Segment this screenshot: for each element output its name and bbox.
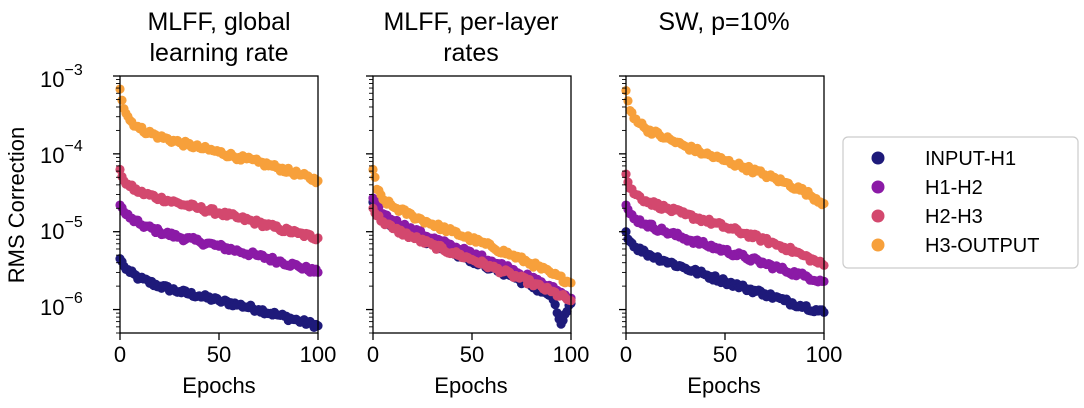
y-tick-label-1e-4: 10−4: [40, 138, 83, 168]
legend-marker-h1-h2: [871, 180, 885, 194]
p2-x-tick-label-0: 0: [367, 342, 379, 367]
panel-1-points: [115, 84, 323, 332]
legend-label-h3-output: H3-OUTPUT: [925, 235, 1039, 257]
legend-marker-h2-h3: [871, 209, 885, 223]
y-tick-label-1e-6: 10−6: [40, 290, 83, 320]
panel-3-points: [621, 85, 829, 317]
panel-3-yticks: [619, 75, 626, 334]
point-input-h1-epoch-92: [550, 300, 560, 310]
panel-2-xticks: [372, 333, 572, 340]
p3-x-tick-label-100: 100: [806, 342, 843, 367]
panel-1-xticks: [119, 333, 319, 340]
legend-label-h1-h2: H1-H2: [925, 177, 983, 199]
p2-x-tick-label-100: 100: [553, 342, 590, 367]
p1-x-tick-label-50: 50: [207, 342, 231, 367]
panel-1-title-line-1: MLFF, global: [147, 8, 290, 36]
y-tick-label-1e-3: 10−3: [40, 62, 83, 92]
panel-2-xlabel: Epochs: [434, 373, 507, 398]
legend-marker-input-h1: [871, 151, 885, 165]
panel-3-xticks: [625, 333, 825, 340]
panel-1: MLFF, global learning rate Epochs: [113, 8, 323, 398]
panel-1-title-line-2: learning rate: [150, 39, 289, 67]
legend: INPUT-H1 H1-H2 H2-H3 H3-OUTPUT: [842, 136, 1079, 269]
panel-2-yticks: [366, 75, 373, 334]
panel-3-xlabel: Epochs: [687, 373, 760, 398]
point-h3-output-epoch-1: [117, 95, 127, 105]
p3-x-tick-label-50: 50: [713, 342, 737, 367]
y-tick-label-1e-5: 10−5: [40, 214, 83, 244]
panel-3-title-line-1: SW, p=10%: [658, 8, 789, 36]
legend-label-input-h1: INPUT-H1: [925, 148, 1016, 170]
panel-2-title-line-1: MLFF, per-layer: [383, 8, 558, 36]
y-tick-labels: 10−6 10−5 10−4 10−3: [40, 62, 83, 320]
p1-x-tick-label-100: 100: [300, 342, 337, 367]
y-axis-label: RMS Correction: [4, 127, 29, 283]
legend-marker-h3-output: [871, 238, 885, 252]
x-tick-labels: 0 50 100 0 50 100 0 50 100: [114, 342, 842, 367]
panel-2: MLFF, per-layer rates Epochs: [366, 8, 576, 398]
p2-x-tick-label-50: 50: [460, 342, 484, 367]
panel-2-points: [368, 164, 576, 329]
panel-1-xlabel: Epochs: [182, 373, 255, 398]
panel-1-yticks: [113, 75, 120, 334]
point-h3-output-epoch-1: [623, 96, 633, 106]
p1-x-tick-label-0: 0: [114, 342, 126, 367]
p3-x-tick-label-0: 0: [620, 342, 632, 367]
legend-label-h2-h3: H2-H3: [925, 206, 983, 228]
legend-box: [842, 136, 1079, 269]
panel-2-title-line-2: rates: [443, 39, 499, 67]
panel-3: SW, p=10% Epochs: [619, 8, 829, 398]
